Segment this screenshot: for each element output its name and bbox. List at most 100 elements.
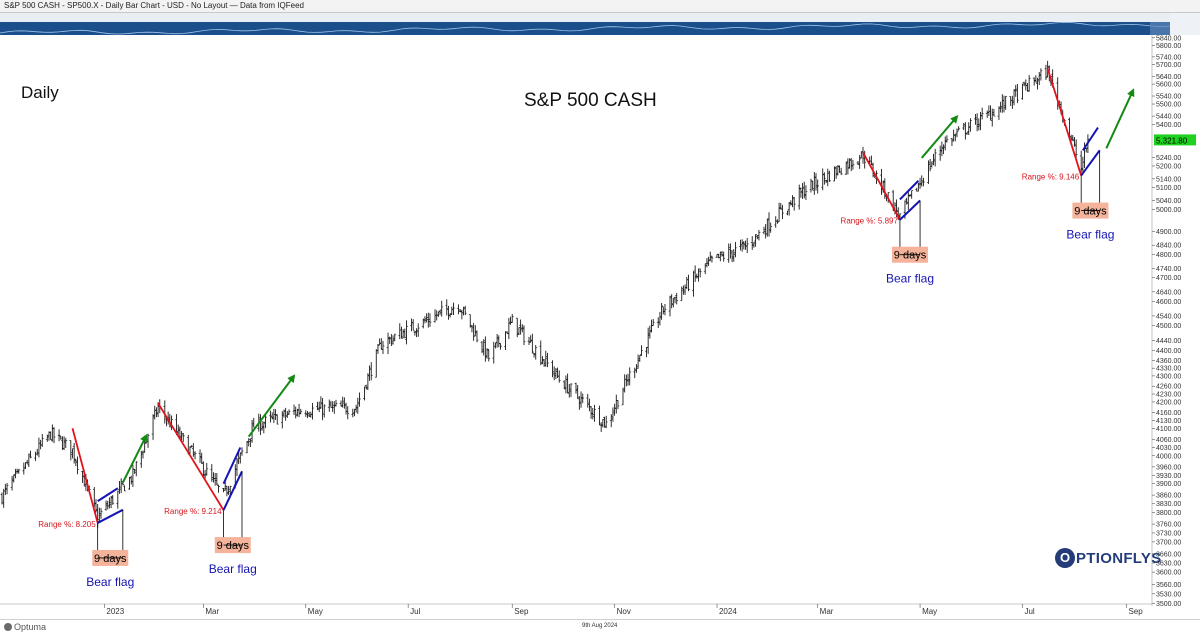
- price-bar: [566, 373, 570, 394]
- price-bar: [329, 400, 333, 408]
- price-bar: [410, 318, 413, 332]
- price-bar: [977, 118, 981, 131]
- bear-flag-pattern: Range %: 9.146 9 days Bear flag: [1022, 68, 1135, 242]
- price-bar: [804, 185, 808, 200]
- price-bar: [71, 448, 74, 459]
- projection-arrow: [920, 115, 959, 159]
- price-bar: [816, 179, 820, 194]
- price-bar: [458, 309, 462, 313]
- price-bar: [376, 343, 380, 354]
- price-bar: [92, 487, 96, 508]
- price-bar: [10, 475, 14, 491]
- date-tick-label: Jul: [410, 607, 420, 616]
- price-bar: [945, 135, 949, 143]
- pattern-label: Bear flag: [1066, 228, 1114, 242]
- price-tick-label: 4030.00: [1156, 445, 1181, 452]
- price-bar: [245, 440, 249, 454]
- price-bar: [49, 431, 53, 441]
- price-bar: [12, 474, 16, 483]
- price-bar: [707, 256, 710, 266]
- price-bar: [37, 437, 41, 458]
- date-navigator[interactable]: 1974197619771978197919801981198219831984…: [0, 13, 1170, 35]
- price-bar: [295, 408, 299, 417]
- price-bar: [908, 194, 912, 197]
- price-bar: [680, 286, 684, 301]
- price-bar: [428, 313, 432, 327]
- price-bar: [492, 341, 496, 364]
- price-bar: [287, 409, 291, 415]
- price-bar: [962, 123, 966, 131]
- price-bar: [440, 300, 444, 317]
- bear-flag-pattern: Range %: 5.897 9 days Bear flag: [841, 115, 959, 286]
- price-tick-label: 3630.00: [1156, 560, 1181, 567]
- price-tick-label: 4330.00: [1156, 366, 1181, 373]
- price-bar: [52, 427, 56, 444]
- price-bar: [940, 141, 944, 157]
- price-bar: [601, 419, 605, 428]
- price-bar: [581, 393, 585, 404]
- date-tick-label: Sep: [1129, 607, 1144, 616]
- price-bar: [774, 216, 778, 228]
- price-bar: [822, 172, 826, 185]
- price-bar: [438, 309, 442, 316]
- price-bar: [247, 438, 251, 447]
- price-bar: [475, 330, 479, 343]
- price-bar: [920, 175, 924, 187]
- date-tick-label: Mar: [820, 607, 834, 616]
- price-bar: [433, 309, 437, 323]
- price-bar: [859, 151, 863, 159]
- price-bar: [1027, 75, 1031, 92]
- date-tick-label: Mar: [205, 607, 219, 616]
- flagpole-line: [157, 402, 225, 511]
- price-bar: [415, 328, 418, 338]
- price-bar: [616, 400, 620, 410]
- price-bar: [703, 263, 707, 275]
- price-bar: [472, 323, 476, 341]
- price-bar: [750, 236, 754, 250]
- price-bar: [45, 434, 49, 442]
- price-bar: [943, 136, 947, 151]
- price-bar: [614, 394, 618, 414]
- price-bar: [586, 393, 590, 408]
- price-bar: [799, 187, 803, 198]
- price-tick-label: 4600.00: [1156, 299, 1181, 306]
- navigator-history-line: [0, 21, 1170, 35]
- price-bar: [695, 273, 699, 279]
- price-bar: [539, 340, 543, 366]
- price-bar: [1016, 84, 1019, 104]
- navigator-tools[interactable]: [1170, 13, 1200, 35]
- price-bar: [445, 299, 449, 316]
- price-bar: [624, 374, 628, 387]
- price-bar: [974, 114, 977, 125]
- price-bar: [551, 360, 554, 378]
- price-bar: [541, 356, 544, 365]
- price-bar: [577, 396, 581, 410]
- price-bars: [0, 60, 1090, 529]
- price-bar: [609, 414, 613, 428]
- price-tick-label: 3960.00: [1156, 464, 1181, 471]
- price-tick-label: 5400.00: [1156, 122, 1181, 129]
- range-percent-label: Range %: 5.897: [841, 217, 899, 226]
- price-tick-label: 4840.00: [1156, 243, 1181, 250]
- price-bar: [532, 352, 536, 358]
- price-bar: [238, 452, 242, 464]
- price-bar: [715, 254, 719, 259]
- price-bar: [556, 367, 559, 378]
- price-bar: [522, 325, 526, 346]
- price-bar: [274, 409, 277, 420]
- price-bar: [386, 332, 390, 355]
- price-bar: [2, 488, 6, 508]
- date-tick-label: May: [922, 607, 937, 616]
- price-bar: [57, 429, 61, 442]
- price-bar: [1073, 137, 1076, 147]
- price-bar: [762, 226, 766, 235]
- price-bar: [104, 500, 108, 511]
- price-bar: [69, 440, 73, 461]
- price-bar: [225, 485, 229, 497]
- price-bar: [269, 410, 272, 423]
- price-bar: [29, 450, 32, 459]
- price-bar: [483, 336, 487, 362]
- price-bar: [928, 158, 932, 172]
